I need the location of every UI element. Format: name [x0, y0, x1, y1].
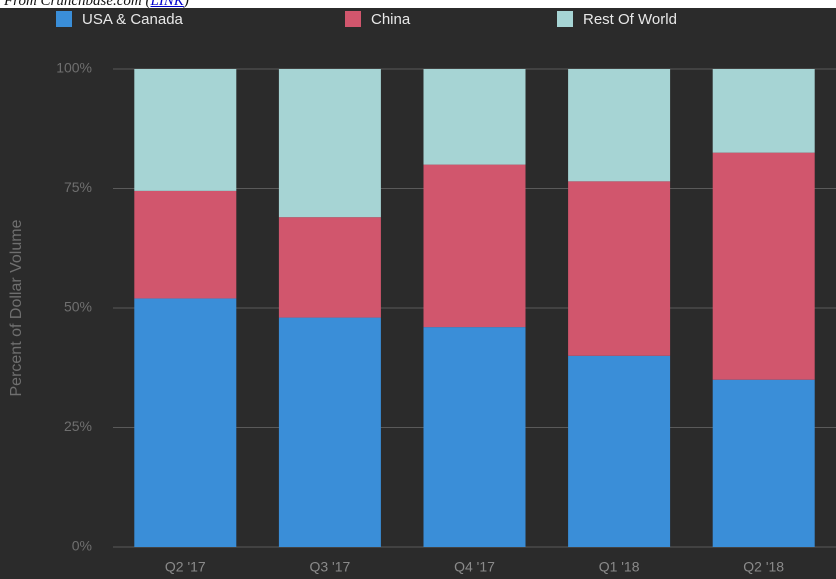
legend-swatch [56, 11, 72, 27]
chart: Percent of Dollar Volume USA & Canada Chi… [0, 8, 836, 579]
source-text: From Crunchbase.com ( [4, 0, 151, 9]
y-tick-label: 0% [72, 538, 92, 554]
bar-segment [278, 317, 381, 547]
bar-segment [568, 355, 671, 547]
legend-label: Rest Of World [583, 11, 677, 28]
bar-segment [134, 69, 237, 191]
source-caption: From Crunchbase.com (LINK) [4, 0, 189, 10]
bar-segment [423, 327, 526, 547]
x-tick-label: Q3 '17 [309, 559, 350, 575]
chart-background [0, 8, 836, 579]
bar-segment [134, 190, 237, 299]
bar-segment [134, 298, 237, 547]
bar-segment [712, 69, 815, 153]
y-axis-label: Percent of Dollar Volume [8, 219, 25, 396]
y-tick-label: 75% [64, 179, 92, 195]
y-tick-label: 25% [64, 418, 92, 434]
bar-segment [712, 152, 815, 380]
bar-segment [712, 379, 815, 547]
bar-segment [423, 69, 526, 165]
y-tick-label: 50% [64, 299, 92, 315]
x-tick-label: Q1 '18 [599, 559, 640, 575]
x-tick-label: Q2 '18 [743, 559, 784, 575]
bar-segment [278, 217, 381, 318]
bar-segment [568, 69, 671, 182]
legend-swatch [345, 11, 361, 27]
x-tick-label: Q2 '17 [165, 559, 206, 575]
source-link[interactable]: LINK [150, 0, 184, 9]
y-tick-label: 100% [56, 60, 92, 76]
x-tick-label: Q4 '17 [454, 559, 495, 575]
bar-segment [423, 164, 526, 328]
legend-swatch [557, 11, 573, 27]
bar-segment [278, 69, 381, 218]
legend-label: USA & Canada [82, 11, 184, 28]
bar-segment [568, 181, 671, 356]
source-text: ) [183, 0, 189, 9]
legend-label: China [371, 11, 411, 28]
